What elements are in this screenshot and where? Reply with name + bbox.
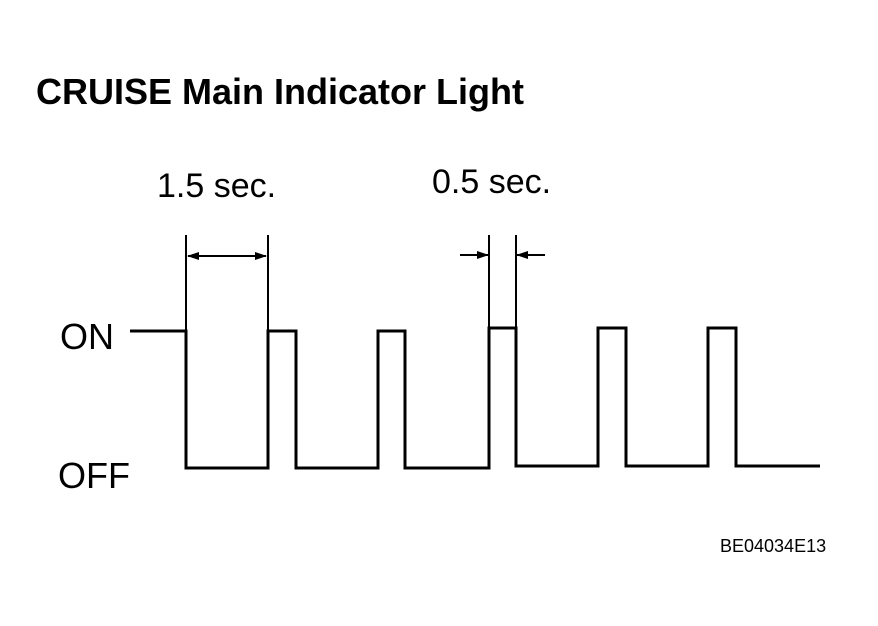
figure-code: BE04034E13 [720,536,826,556]
waveform [130,326,820,470]
period-short-label: 0.5 sec. [432,163,551,201]
off-label: OFF [58,455,130,496]
on-label: ON [60,316,114,357]
title: CRUISE Main Indicator Light [36,71,524,112]
period-long-label: 1.5 sec. [157,167,276,205]
